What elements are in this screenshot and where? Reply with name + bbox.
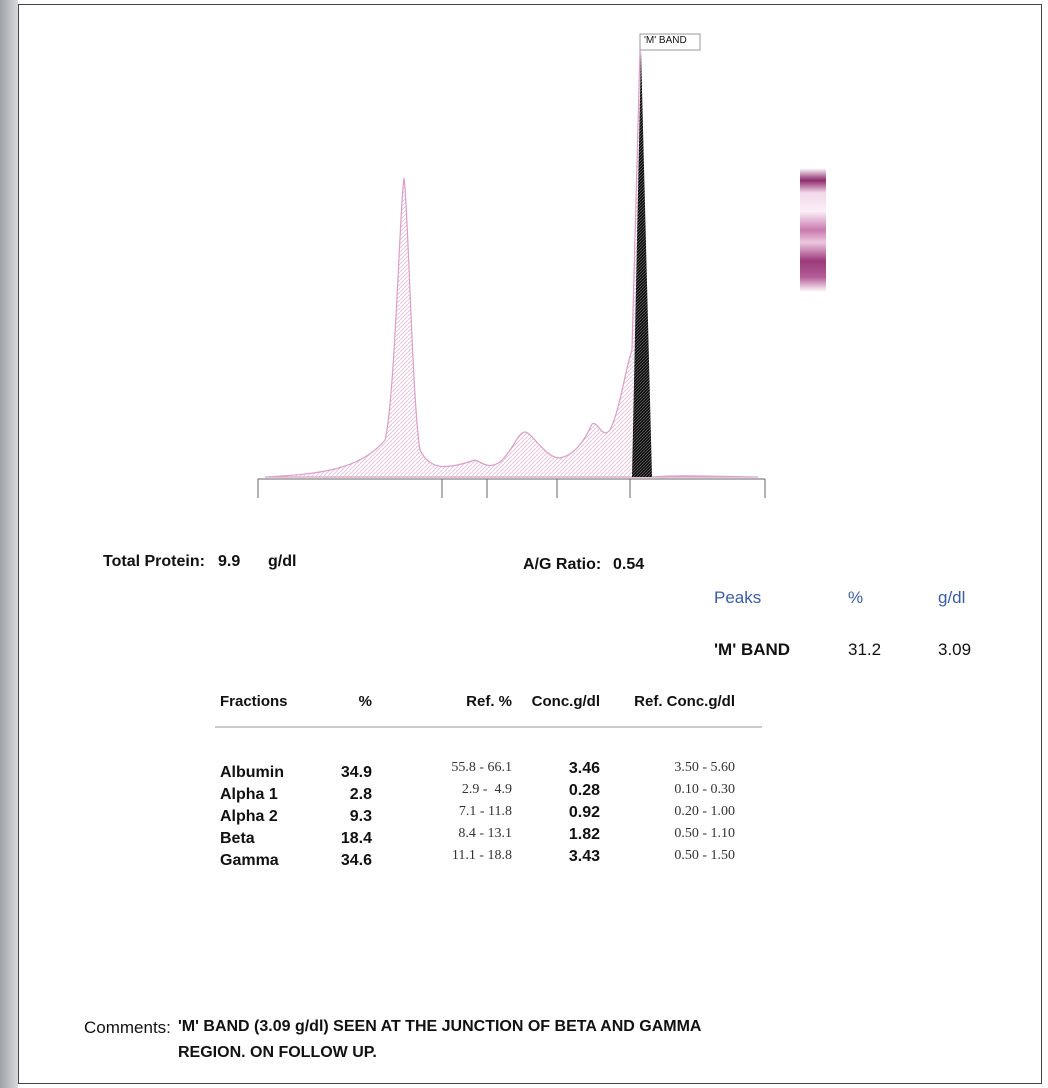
peaks-cell: 'M' BAND	[714, 640, 790, 660]
total-protein-value: 9.9	[218, 553, 240, 571]
peaks-header: Peaks	[714, 588, 761, 608]
curve	[265, 50, 758, 477]
fractions-cell: 0.20 - 1.00	[595, 804, 735, 820]
fractions-header: Conc.g/dl	[460, 693, 600, 710]
fractions-cell: 1.82	[460, 826, 600, 844]
comments-label: Comments:	[84, 1018, 171, 1038]
fractions-cell: 3.43	[460, 848, 600, 866]
fractions-header: Ref. Conc.g/dl	[595, 693, 735, 710]
peaks-header: %	[848, 588, 863, 608]
electropherogram	[0, 0, 1048, 1088]
report-page: 'M' BAND Total Protein: 9.9 g/dl A/G Rat…	[0, 0, 1048, 1088]
fractions-cell: 0.50 - 1.10	[595, 826, 735, 842]
fractions-header: %	[232, 693, 372, 710]
total-protein-unit: g/dl	[268, 553, 296, 571]
fractions-cell: 9.3	[232, 808, 372, 826]
fractions-cell: 34.6	[232, 852, 372, 870]
fractions-cell: 0.28	[460, 782, 600, 800]
ag-ratio-value: 0.54	[613, 556, 644, 574]
peaks-cell: 31.2	[848, 640, 881, 660]
comment-line: 'M' BAND (3.09 g/dl) SEEN AT THE JUNCTIO…	[178, 1018, 701, 1036]
fractions-cell: 34.9	[232, 764, 372, 782]
axis	[258, 479, 765, 498]
ag-ratio-label: A/G Ratio:	[523, 556, 601, 574]
peak-label: 'M' BAND	[644, 35, 687, 46]
comment-line: REGION. ON FOLLOW UP.	[178, 1044, 377, 1062]
fractions-cell: 3.46	[460, 760, 600, 778]
total-protein-label: Total Protein:	[103, 553, 205, 571]
fractions-cell: 3.50 - 5.60	[595, 760, 735, 776]
fractions-cell: 18.4	[232, 830, 372, 848]
fractions-cell: 2.8	[232, 786, 372, 804]
fractions-cell: 0.10 - 0.30	[595, 782, 735, 798]
peaks-cell: 3.09	[938, 640, 971, 660]
gel-strip	[800, 168, 826, 292]
fractions-cell: 0.92	[460, 804, 600, 822]
peaks-header: g/dl	[938, 588, 965, 608]
fractions-cell: 0.50 - 1.50	[595, 848, 735, 864]
